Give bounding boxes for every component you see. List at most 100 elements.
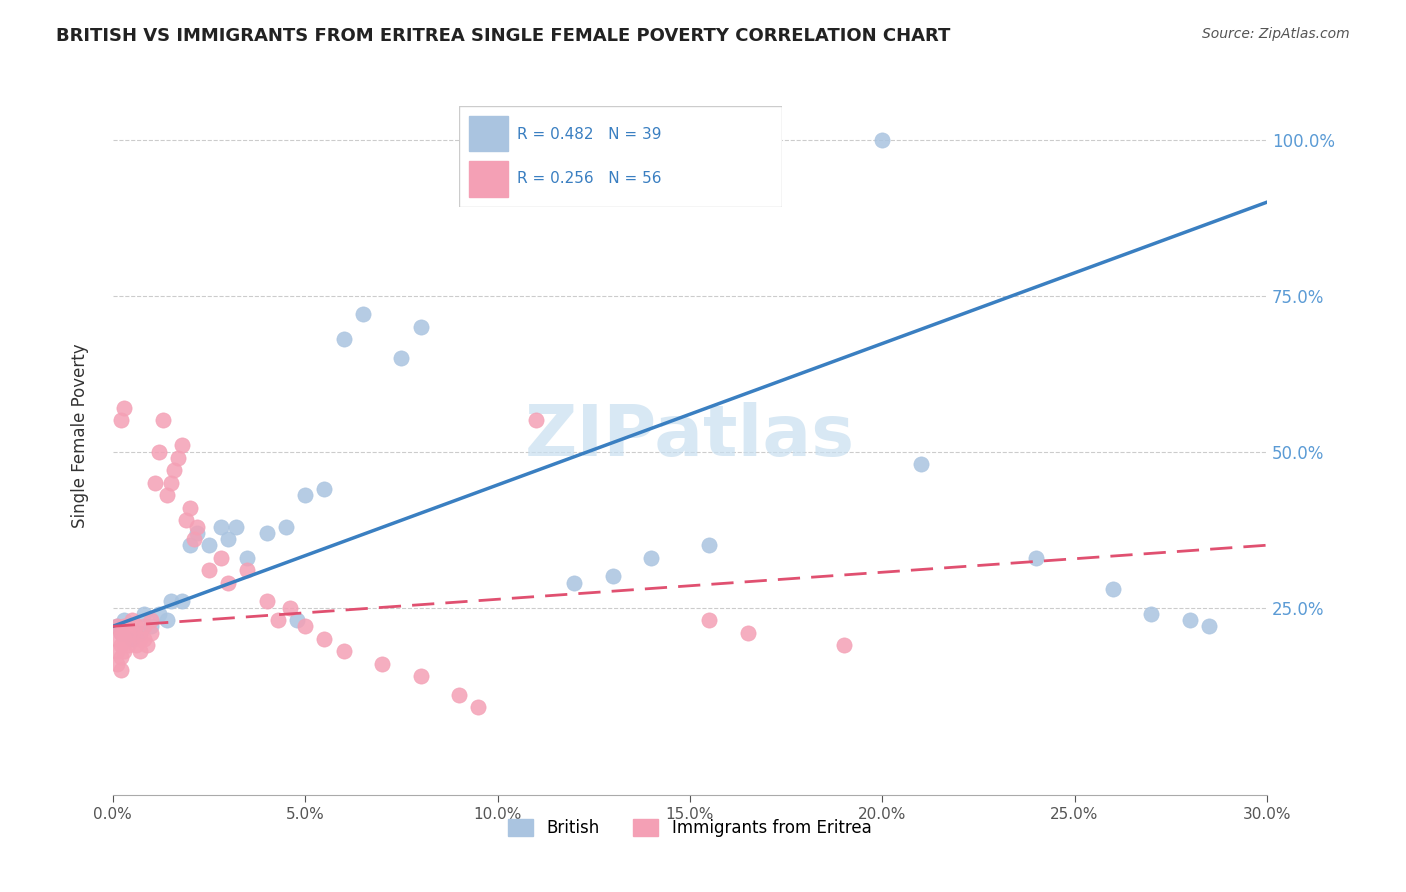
Point bbox=[105, 632, 128, 646]
Point bbox=[112, 619, 135, 633]
Point bbox=[449, 688, 471, 702]
Point bbox=[209, 550, 232, 565]
Point bbox=[256, 594, 278, 608]
Point bbox=[256, 525, 278, 540]
Point bbox=[156, 613, 179, 627]
Point bbox=[409, 320, 432, 334]
Point bbox=[132, 619, 155, 633]
Point bbox=[121, 613, 143, 627]
Point bbox=[132, 607, 155, 621]
Point bbox=[110, 638, 132, 652]
Point bbox=[737, 625, 759, 640]
Point bbox=[186, 519, 208, 533]
Point bbox=[110, 413, 132, 427]
Point bbox=[112, 632, 135, 646]
Point bbox=[1102, 582, 1125, 596]
Point bbox=[128, 644, 150, 658]
Point bbox=[141, 619, 163, 633]
Point bbox=[198, 538, 221, 552]
Point bbox=[217, 532, 239, 546]
Point bbox=[112, 401, 135, 415]
Point bbox=[136, 638, 159, 652]
Point bbox=[141, 625, 163, 640]
Point bbox=[697, 613, 720, 627]
Point bbox=[186, 525, 208, 540]
Point bbox=[389, 351, 412, 365]
Point bbox=[128, 632, 150, 646]
Point bbox=[128, 625, 150, 640]
Point bbox=[294, 619, 316, 633]
Point bbox=[602, 569, 624, 583]
Point bbox=[105, 644, 128, 658]
Text: ZIPatlas: ZIPatlas bbox=[524, 401, 855, 471]
Point bbox=[524, 413, 547, 427]
Point bbox=[110, 663, 132, 677]
Point bbox=[105, 619, 128, 633]
Point bbox=[287, 613, 309, 627]
Point bbox=[332, 332, 354, 346]
Point bbox=[110, 650, 132, 665]
Point bbox=[105, 619, 128, 633]
Point bbox=[832, 638, 855, 652]
Point bbox=[236, 550, 259, 565]
Point bbox=[143, 475, 166, 490]
Point bbox=[198, 563, 221, 577]
Point bbox=[870, 133, 893, 147]
Point bbox=[125, 638, 148, 652]
Point bbox=[148, 444, 170, 458]
Point bbox=[352, 308, 374, 322]
Point bbox=[167, 450, 190, 465]
Point bbox=[112, 613, 135, 627]
Point bbox=[737, 133, 759, 147]
Point bbox=[274, 519, 297, 533]
Point bbox=[294, 488, 316, 502]
Point bbox=[172, 438, 194, 452]
Point bbox=[132, 632, 155, 646]
Point bbox=[314, 482, 336, 496]
Text: Source: ZipAtlas.com: Source: ZipAtlas.com bbox=[1202, 27, 1350, 41]
Point bbox=[697, 538, 720, 552]
Point bbox=[121, 625, 143, 640]
Point bbox=[209, 519, 232, 533]
Point bbox=[112, 644, 135, 658]
Point bbox=[117, 625, 139, 640]
Point bbox=[172, 594, 194, 608]
Point bbox=[159, 475, 181, 490]
Point bbox=[332, 644, 354, 658]
Point bbox=[163, 463, 186, 477]
Point bbox=[1140, 607, 1163, 621]
Point bbox=[117, 638, 139, 652]
Point bbox=[217, 575, 239, 590]
Point bbox=[110, 625, 132, 640]
Point bbox=[125, 619, 148, 633]
Point bbox=[267, 613, 290, 627]
Point bbox=[910, 457, 932, 471]
Point bbox=[156, 488, 179, 502]
Point bbox=[105, 657, 128, 671]
Point bbox=[236, 563, 259, 577]
Point bbox=[110, 625, 132, 640]
Point bbox=[409, 669, 432, 683]
Point bbox=[179, 538, 201, 552]
Point bbox=[179, 500, 201, 515]
Point bbox=[278, 600, 301, 615]
Point bbox=[159, 594, 181, 608]
Point bbox=[121, 632, 143, 646]
Point bbox=[152, 413, 174, 427]
Legend: British, Immigrants from Eritrea: British, Immigrants from Eritrea bbox=[502, 813, 877, 844]
Point bbox=[564, 575, 586, 590]
Point bbox=[225, 519, 247, 533]
Point bbox=[1025, 550, 1047, 565]
Point bbox=[174, 513, 197, 527]
Y-axis label: Single Female Poverty: Single Female Poverty bbox=[72, 343, 89, 528]
Point bbox=[371, 657, 394, 671]
Point bbox=[1198, 619, 1220, 633]
Point bbox=[1178, 613, 1201, 627]
Point bbox=[141, 613, 163, 627]
Point bbox=[640, 550, 662, 565]
Point bbox=[314, 632, 336, 646]
Text: BRITISH VS IMMIGRANTS FROM ERITREA SINGLE FEMALE POVERTY CORRELATION CHART: BRITISH VS IMMIGRANTS FROM ERITREA SINGL… bbox=[56, 27, 950, 45]
Point bbox=[467, 700, 489, 714]
Point bbox=[148, 607, 170, 621]
Point bbox=[183, 532, 205, 546]
